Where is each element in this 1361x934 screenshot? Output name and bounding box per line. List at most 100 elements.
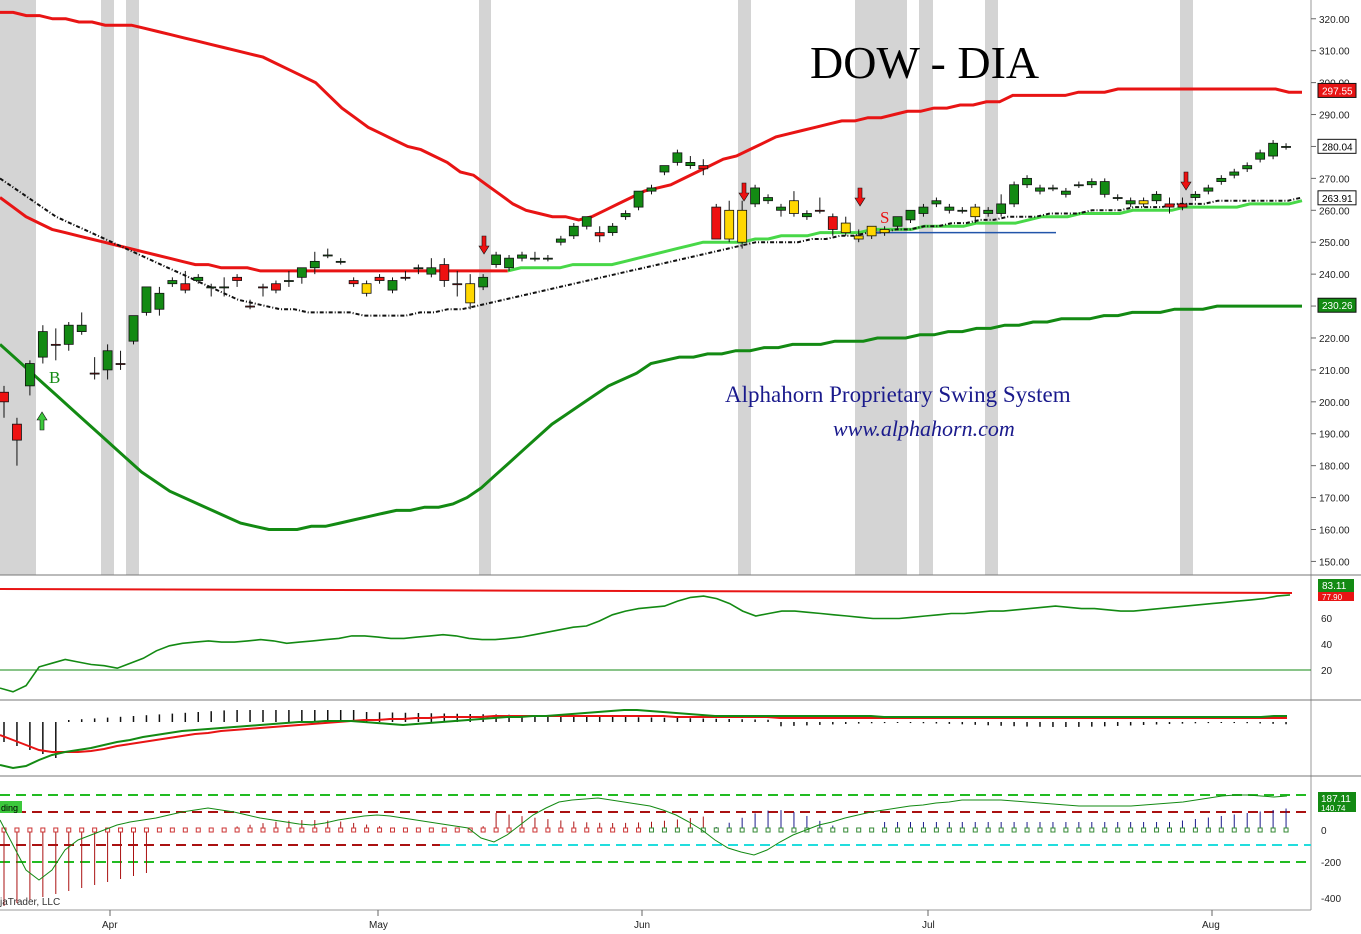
osc-tick-60: 60 (1321, 614, 1333, 625)
ytick-label-1: 160.00 (1319, 526, 1350, 537)
oscillator-red-line (0, 588, 1293, 594)
cci-marker (856, 827, 862, 833)
osc-tag-green (1318, 579, 1354, 592)
cci-marker (636, 827, 642, 833)
candle-body (1229, 171, 1240, 176)
shaded-period-1 (101, 0, 114, 575)
cci-marker (364, 827, 370, 833)
candle-body (607, 225, 618, 234)
cci-marker (105, 827, 111, 833)
cci-marker (247, 827, 253, 833)
ytick-label-2: 170.00 (1319, 494, 1350, 505)
candle-body (63, 324, 74, 345)
cci-marker (765, 827, 771, 833)
cci-marker (752, 827, 758, 833)
cci-marker (998, 827, 1004, 833)
ytick-label-0: 150.00 (1319, 557, 1350, 568)
candle-body (814, 209, 825, 212)
candle-body (141, 286, 152, 313)
price-tag-label-0: 297.55 (1322, 86, 1353, 97)
candle-body (387, 280, 398, 291)
cci-marker (14, 827, 20, 833)
cci-marker (273, 827, 279, 833)
cci-marker (493, 827, 499, 833)
candle-body (1242, 165, 1253, 170)
cci-marker (1218, 827, 1224, 833)
osc-tag-green-label: 83.11 (1322, 581, 1347, 592)
cci-marker (260, 827, 266, 833)
cci-bars (1, 808, 1289, 906)
cci-marker (687, 827, 693, 833)
cci-marker (843, 827, 849, 833)
cci-marker (312, 827, 318, 833)
cci-marker (92, 827, 98, 833)
candle-body (232, 276, 243, 281)
candle-body (154, 292, 165, 310)
candle-body (1022, 177, 1032, 186)
candle-body (1255, 152, 1266, 160)
osc-tick-40: 40 (1321, 640, 1333, 651)
cci-marker (338, 827, 344, 833)
cci-marker (1141, 827, 1147, 833)
candle-body (1138, 200, 1149, 205)
shaded-period-4 (738, 0, 751, 575)
candle-body (672, 152, 683, 163)
cci-marker (869, 827, 875, 833)
cci-marker (1076, 827, 1082, 833)
candle-body (1086, 181, 1097, 186)
ytick-label-17: 320.00 (1319, 15, 1350, 26)
shaded-periods (0, 0, 1193, 575)
candle-body (918, 206, 929, 214)
candle-body (400, 276, 411, 279)
cci-marker (908, 827, 913, 833)
cci-tag-1-label: 187.11 (1321, 794, 1351, 805)
cci-marker (234, 827, 240, 833)
candle-body (24, 363, 35, 387)
candle-body (724, 209, 735, 240)
cci-marker (390, 827, 395, 833)
cci-marker (351, 827, 357, 833)
candle-body (1151, 193, 1162, 202)
cci-legend-box (0, 801, 22, 813)
candle-body (1125, 200, 1136, 205)
cci-marker (933, 827, 939, 833)
candle-body (827, 216, 838, 230)
candle-body (737, 209, 748, 243)
month-axis: Apr May Jun Jul Aug (102, 910, 1220, 931)
candles (0, 140, 1291, 466)
candle-body (646, 187, 657, 192)
cci-marker (532, 827, 538, 833)
cci-marker (545, 827, 551, 833)
shaded-period-0 (0, 0, 36, 575)
candle-body (944, 206, 955, 211)
candle-body (530, 257, 540, 260)
candle-body (983, 209, 994, 214)
candle-body (12, 423, 22, 441)
month-may: May (369, 920, 388, 931)
oscillator-panel: 60 40 20 83.11 77.90 (0, 579, 1354, 693)
candle-body (711, 206, 722, 240)
candle-body (776, 206, 786, 211)
cci-marker (1037, 827, 1043, 833)
cci-marker (286, 827, 292, 833)
candle-body (853, 235, 864, 240)
candle-body (361, 283, 372, 294)
candle-body (439, 264, 450, 281)
cci-marker (40, 827, 46, 833)
price-tag-box-0 (1317, 82, 1357, 98)
candle-body (1203, 187, 1214, 192)
candle-body (271, 283, 281, 291)
candle-body (633, 190, 644, 208)
chart-website: www.alphahorn.com (833, 416, 1015, 441)
sell-arrow-2 (738, 182, 750, 202)
cci-line (0, 794, 1288, 881)
cci-marker (778, 827, 784, 833)
candle-body (543, 257, 553, 260)
cci-marker (53, 827, 59, 833)
ytick-label-4: 190.00 (1319, 430, 1350, 441)
cci-marker (131, 827, 136, 833)
cci-marker (1024, 827, 1030, 833)
candle-body (1099, 181, 1110, 195)
candle-body (659, 165, 670, 173)
price-tag-label-2: 263.91 (1322, 194, 1353, 205)
